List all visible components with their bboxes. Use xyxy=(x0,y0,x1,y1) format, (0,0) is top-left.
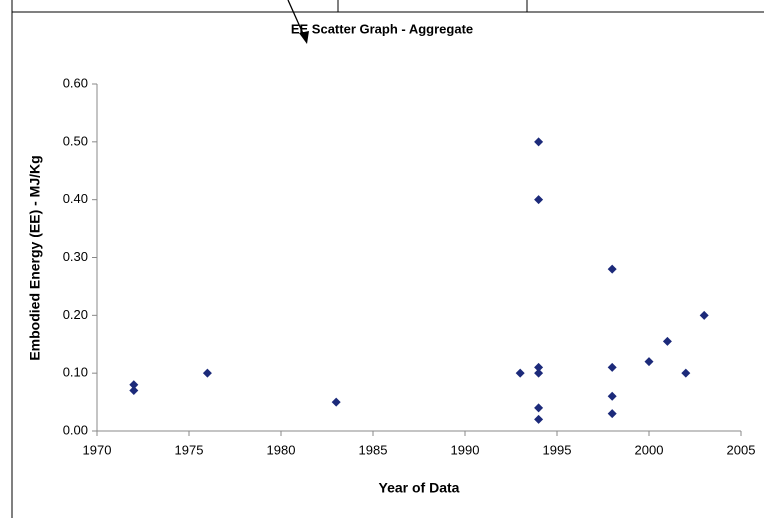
data-point xyxy=(644,357,654,367)
data-point xyxy=(607,409,617,419)
x-tick-label: 2000 xyxy=(635,442,664,457)
data-point xyxy=(515,368,525,378)
x-tick-label: 2005 xyxy=(727,442,756,457)
y-tick-label: 0.30 xyxy=(63,249,88,264)
data-point xyxy=(607,362,617,372)
data-point xyxy=(202,368,212,378)
data-point xyxy=(534,403,544,413)
y-tick-label: 0.60 xyxy=(63,75,88,90)
x-axis-label: Year of Data xyxy=(379,480,460,496)
y-tick-label: 0.20 xyxy=(63,307,88,322)
arrow xyxy=(287,0,306,39)
y-tick-label: 0.10 xyxy=(63,365,88,380)
y-tick-label: 0.00 xyxy=(63,422,88,437)
x-tick-label: 1990 xyxy=(451,442,480,457)
x-tick-label: 1985 xyxy=(359,442,388,457)
chart-title: EE Scatter Graph - Aggregate xyxy=(291,21,473,36)
data-point xyxy=(699,310,709,320)
data-point xyxy=(534,362,544,372)
y-axis-label: Embodied Energy (EE) - MJ/Kg xyxy=(27,155,43,360)
data-point xyxy=(607,264,617,274)
x-tick-label: 1995 xyxy=(543,442,572,457)
data-point xyxy=(607,391,617,401)
data-point xyxy=(331,397,341,407)
x-tick-label: 1970 xyxy=(83,442,112,457)
x-tick-label: 1975 xyxy=(175,442,204,457)
data-point xyxy=(534,414,544,424)
data-point xyxy=(534,195,544,205)
data-point xyxy=(534,368,544,378)
data-point xyxy=(534,137,544,147)
arrow-head xyxy=(299,31,309,44)
x-tick-label: 1980 xyxy=(267,442,296,457)
y-tick-label: 0.50 xyxy=(63,133,88,148)
data-point xyxy=(662,336,672,346)
y-tick-label: 0.40 xyxy=(63,191,88,206)
data-point xyxy=(129,380,139,390)
data-point xyxy=(129,386,139,396)
data-point xyxy=(681,368,691,378)
